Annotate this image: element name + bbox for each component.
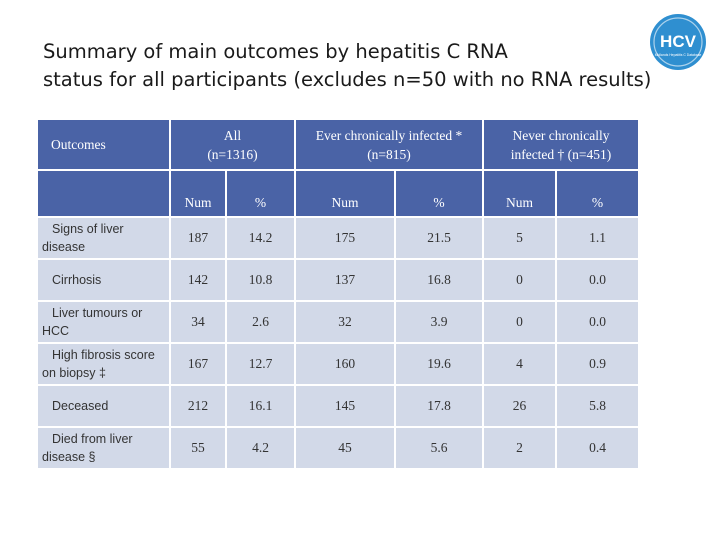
row-label-line1: Cirrhosis [52, 273, 102, 287]
slide-title-line-2: status for all participants (excludes n=… [43, 68, 652, 91]
row-label: Signs of liver disease [38, 218, 169, 258]
table-cell: 4.2 [227, 428, 294, 468]
subheader-pct: % [557, 171, 638, 216]
table-cell: 45 [296, 428, 394, 468]
table-cell: 4 [484, 344, 555, 384]
table-row: Cirrhosis 142 10.8 137 16.8 0 0.0 [38, 260, 638, 300]
table-cell: 0.0 [557, 260, 638, 300]
table-cell: 5 [484, 218, 555, 258]
table-row: Signs of liver disease 187 14.2 175 21.5 … [38, 218, 638, 258]
row-label-line2: HCC [42, 324, 70, 338]
outcomes-header: Outcomes [38, 120, 169, 169]
hcv-logo: HCV Midlands Hepatitis C Database [650, 14, 706, 70]
row-label: Died from liver disease § [38, 428, 169, 468]
row-label-line1: Signs of liver [52, 222, 124, 236]
subheader-num: Num [484, 171, 555, 216]
table-cell: 3.9 [396, 302, 482, 342]
table-cell: 0 [484, 302, 555, 342]
table-cell: 26 [484, 386, 555, 426]
subheader-blank [38, 171, 169, 216]
table-cell: 21.5 [396, 218, 482, 258]
table-cell: 187 [171, 218, 225, 258]
table-cell: 0.9 [557, 344, 638, 384]
table-cell: 16.8 [396, 260, 482, 300]
table-row: Died from liver disease § 55 4.2 45 5.6 2… [38, 428, 638, 468]
row-label-line1: High fibrosis score [52, 348, 155, 362]
logo-text: HCV [660, 32, 697, 51]
group-header-all-line1: All [223, 127, 242, 143]
table-cell: 19.6 [396, 344, 482, 384]
table-subheader-row: Num % Num % Num % [38, 171, 638, 216]
row-label-line1: Liver tumours or [52, 306, 143, 320]
table-cell: 17.8 [396, 386, 482, 426]
table-cell: 2.6 [227, 302, 294, 342]
table-cell: 142 [171, 260, 225, 300]
table-row: Liver tumours or HCC 34 2.6 32 3.9 0 0.0 [38, 302, 638, 342]
table-cell: 160 [296, 344, 394, 384]
table-cell: 34 [171, 302, 225, 342]
row-label: Cirrhosis [38, 260, 169, 300]
group-header-never-line1: Never chronically [512, 127, 610, 143]
logo-subtext: Midlands Hepatitis C Database [655, 53, 702, 57]
subheader-num: Num [171, 171, 225, 216]
table-cell: 10.8 [227, 260, 294, 300]
group-header-ever-line1: Ever chronically infected * [315, 127, 463, 143]
group-header-ever: Ever chronically infected * (n=815) [296, 120, 482, 169]
row-label: Deceased [38, 386, 169, 426]
group-header-ever-line2: (n=815) [367, 146, 411, 162]
table-cell: 0.0 [557, 302, 638, 342]
slide-title-line-1: Summary of main outcomes by hepatitis C … [43, 40, 508, 63]
table-cell: 212 [171, 386, 225, 426]
table-cell: 16.1 [227, 386, 294, 426]
table-cell: 0.4 [557, 428, 638, 468]
subheader-num: Num [296, 171, 394, 216]
outcomes-table: Outcomes All (n=1316) Ever chronically i… [36, 118, 640, 470]
row-label-line2: disease [42, 240, 86, 254]
group-header-all: All (n=1316) [171, 120, 294, 169]
table-cell: 1.1 [557, 218, 638, 258]
table-cell: 32 [296, 302, 394, 342]
table-cell: 5.6 [396, 428, 482, 468]
table-cell: 12.7 [227, 344, 294, 384]
table-row: High fibrosis score on biopsy ‡ 167 12.7 … [38, 344, 638, 384]
table-cell: 2 [484, 428, 555, 468]
slide-title: Summary of main outcomes by hepatitis C … [43, 38, 683, 94]
group-header-never-line2: infected † (n=451) [510, 146, 612, 162]
row-label-line2: disease § [42, 450, 96, 464]
subheader-pct: % [396, 171, 482, 216]
row-label: High fibrosis score on biopsy ‡ [38, 344, 169, 384]
row-label-line2: on biopsy ‡ [42, 366, 106, 380]
row-label-line1: Deceased [52, 399, 109, 413]
group-header-all-line2: (n=1316) [207, 146, 258, 162]
table-row: Deceased 212 16.1 145 17.8 26 5.8 [38, 386, 638, 426]
table-cell: 55 [171, 428, 225, 468]
table-cell: 175 [296, 218, 394, 258]
table-cell: 5.8 [557, 386, 638, 426]
table-cell: 0 [484, 260, 555, 300]
table-cell: 14.2 [227, 218, 294, 258]
subheader-pct: % [227, 171, 294, 216]
table-cell: 137 [296, 260, 394, 300]
table-header-row: Outcomes All (n=1316) Ever chronically i… [38, 120, 638, 169]
table-cell: 145 [296, 386, 394, 426]
row-label: Liver tumours or HCC [38, 302, 169, 342]
group-header-never: Never chronically infected † (n=451) [484, 120, 638, 169]
row-label-line1: Died from liver [52, 432, 133, 446]
table-cell: 167 [171, 344, 225, 384]
